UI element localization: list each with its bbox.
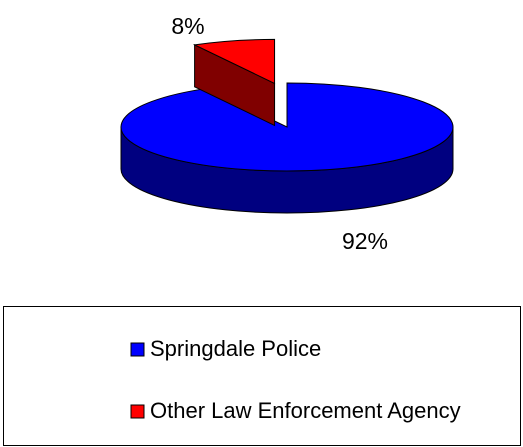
legend-swatch [130, 342, 145, 357]
legend-label: Springdale Police [150, 336, 321, 361]
pie-slice [120, 82, 454, 172]
legend-swatch [130, 404, 145, 419]
pie-slice [192, 38, 276, 85]
data-label: 92% [342, 228, 388, 254]
legend-box [3, 306, 521, 446]
data-label: 8% [171, 13, 204, 39]
legend-label: Other Law Enforcement Agency [150, 398, 461, 423]
